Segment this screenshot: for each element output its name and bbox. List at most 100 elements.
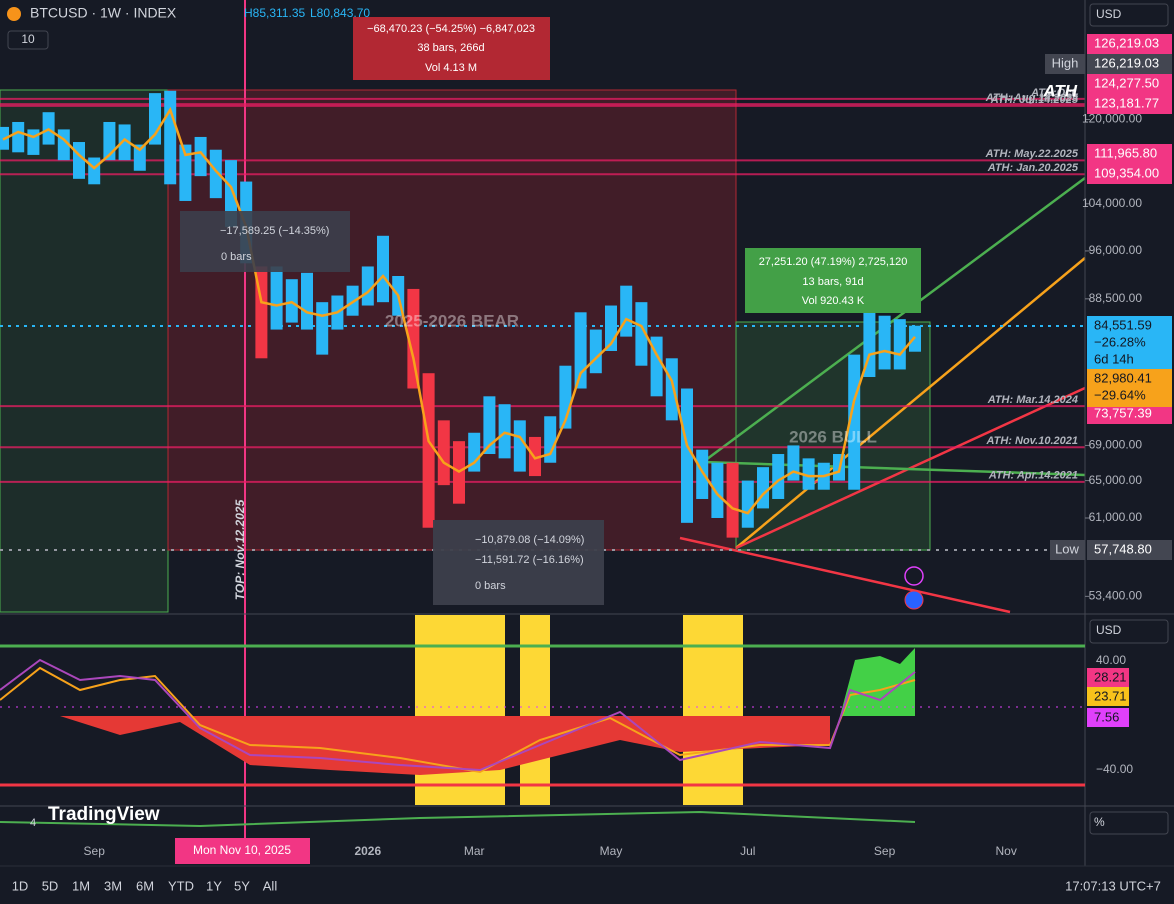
- bull-measure-box: [745, 248, 921, 313]
- zone-label: 2025-2026 BEAR: [385, 311, 519, 330]
- scale-box[interactable]: [1089, 811, 1169, 835]
- crosshair-date-box: [175, 838, 310, 864]
- clock: 17:07:13 UTC+7: [1065, 878, 1161, 893]
- y-tick-label: 120,000.00: [1082, 112, 1142, 126]
- currency: USD: [1096, 7, 1122, 21]
- candle-body: [893, 319, 906, 370]
- range-button[interactable]: 1Y: [206, 878, 222, 893]
- candle-body: [27, 129, 40, 155]
- positive-area: [840, 648, 915, 716]
- candle-body: [878, 315, 891, 370]
- price-tag: 73,757.39: [1094, 405, 1152, 420]
- currency-box[interactable]: [1089, 3, 1169, 27]
- osc-tag: 7.56: [1094, 709, 1119, 724]
- osc-tag: 28.21: [1094, 669, 1127, 684]
- flag-icon[interactable]: [904, 590, 924, 610]
- currency-box[interactable]: [1089, 619, 1169, 644]
- high-price: 126,219.03: [1094, 55, 1159, 70]
- header-high: H85,311.35: [244, 6, 305, 20]
- candle-body: [73, 142, 85, 179]
- tooltip-text: −17,589.25 (−14.35%): [220, 225, 329, 237]
- level-label: ATH:Oct.: [1030, 87, 1078, 99]
- x-tick-label: Mar: [464, 844, 485, 858]
- level-label: ATH: Jul.14.2025: [990, 94, 1079, 106]
- currency: USD: [1096, 623, 1122, 637]
- highlight: [683, 615, 743, 805]
- channel-mid: [735, 257, 1086, 549]
- measure-text: 27,251.20 (47.19%) 2,725,120: [759, 256, 908, 268]
- tooltip-text: −11,591.72 (−16.16%): [475, 554, 584, 566]
- candle-body: [665, 358, 678, 421]
- indicator-count: 10: [21, 32, 35, 46]
- osc-tick-label: 40.00: [1096, 653, 1126, 667]
- candle-body: [757, 467, 769, 509]
- candle-body: [270, 266, 283, 330]
- low-tag-bg: [1050, 540, 1085, 560]
- range-button[interactable]: 1D: [12, 878, 29, 893]
- range-button[interactable]: 3M: [104, 878, 122, 893]
- range-button[interactable]: 6M: [136, 878, 154, 893]
- top-marker-label: TOP: Nov.12.2025: [233, 499, 247, 600]
- indicator-toggle[interactable]: [7, 30, 49, 50]
- low-price-bg: [1087, 540, 1172, 560]
- ath-label: ATH: [1042, 81, 1077, 100]
- candle-body: [209, 149, 222, 199]
- header-low: L80,843.70: [310, 6, 370, 20]
- x-tick-label: 2026: [354, 844, 381, 858]
- candle-body: [498, 404, 511, 459]
- candle-body: [361, 266, 374, 306]
- ma-price: 82,980.41: [1094, 370, 1152, 385]
- candle-body: [681, 388, 693, 523]
- volume-count: 4: [30, 817, 36, 829]
- highlight: [520, 615, 550, 805]
- price-tag: 126,219.03: [1094, 35, 1159, 50]
- price-tag: 124,277.50: [1094, 75, 1159, 90]
- measure-text: 13 bars, 91d: [802, 276, 863, 288]
- candle-body: [194, 136, 207, 177]
- range-button[interactable]: YTD: [168, 878, 194, 893]
- high-price-bg: [1087, 54, 1172, 74]
- x-tick-label: Jul: [740, 844, 755, 858]
- level-label: ATH: Jan.20.2025: [987, 162, 1079, 174]
- candle-body: [407, 288, 420, 389]
- last-price: −26.28%: [1094, 334, 1146, 349]
- price-tag-bg: [1087, 34, 1172, 54]
- tooltip-text: 0 bars: [475, 580, 506, 592]
- candle-body: [635, 302, 648, 366]
- candle-body: [437, 420, 450, 486]
- level-label: ATH: May.22.2025: [985, 148, 1079, 160]
- measure-text: −68,470.23 (−54.25%) −6,847,023: [367, 23, 535, 35]
- candle-body: [179, 144, 192, 201]
- zone-label: 2026 BULL: [789, 427, 877, 446]
- measure-text: Vol 4.13 M: [425, 62, 477, 74]
- volume-scale: %: [1094, 815, 1105, 829]
- symbol-title: BTCUSD · 1W · INDEX: [30, 5, 177, 21]
- candle-body: [133, 144, 146, 171]
- range-button[interactable]: 5D: [42, 878, 59, 893]
- symbol-icon: [7, 7, 21, 21]
- y-tick-label: 61,000.00: [1089, 510, 1143, 524]
- highlight: [415, 615, 505, 805]
- range-button[interactable]: All: [263, 878, 278, 893]
- candle-body: [149, 93, 161, 145]
- event-icon[interactable]: [904, 566, 924, 586]
- moving-average: [2, 106, 916, 515]
- oscillator-plot: [0, 615, 1085, 805]
- tooltip-box: [433, 520, 604, 605]
- level-label: ATH: Nov.10.2021: [985, 435, 1078, 447]
- range-button[interactable]: 5Y: [234, 878, 250, 893]
- y-tick-label: 65,000.00: [1089, 473, 1143, 487]
- last-price: 6d 14h: [1094, 351, 1134, 366]
- x-tick-label: Sep: [84, 844, 106, 858]
- flat-line: [702, 460, 1086, 477]
- candle-body: [772, 454, 785, 499]
- low-tag: Low: [1055, 541, 1079, 556]
- candle-body: [164, 90, 177, 185]
- candle-body: [468, 432, 481, 472]
- osc-tag-bg: [1087, 708, 1129, 727]
- candle-body: [696, 449, 709, 499]
- range-button[interactable]: 1M: [72, 878, 90, 893]
- candle-body: [483, 396, 496, 455]
- price-tag-bg: [1087, 164, 1172, 184]
- price-tag-bg: [1087, 404, 1172, 424]
